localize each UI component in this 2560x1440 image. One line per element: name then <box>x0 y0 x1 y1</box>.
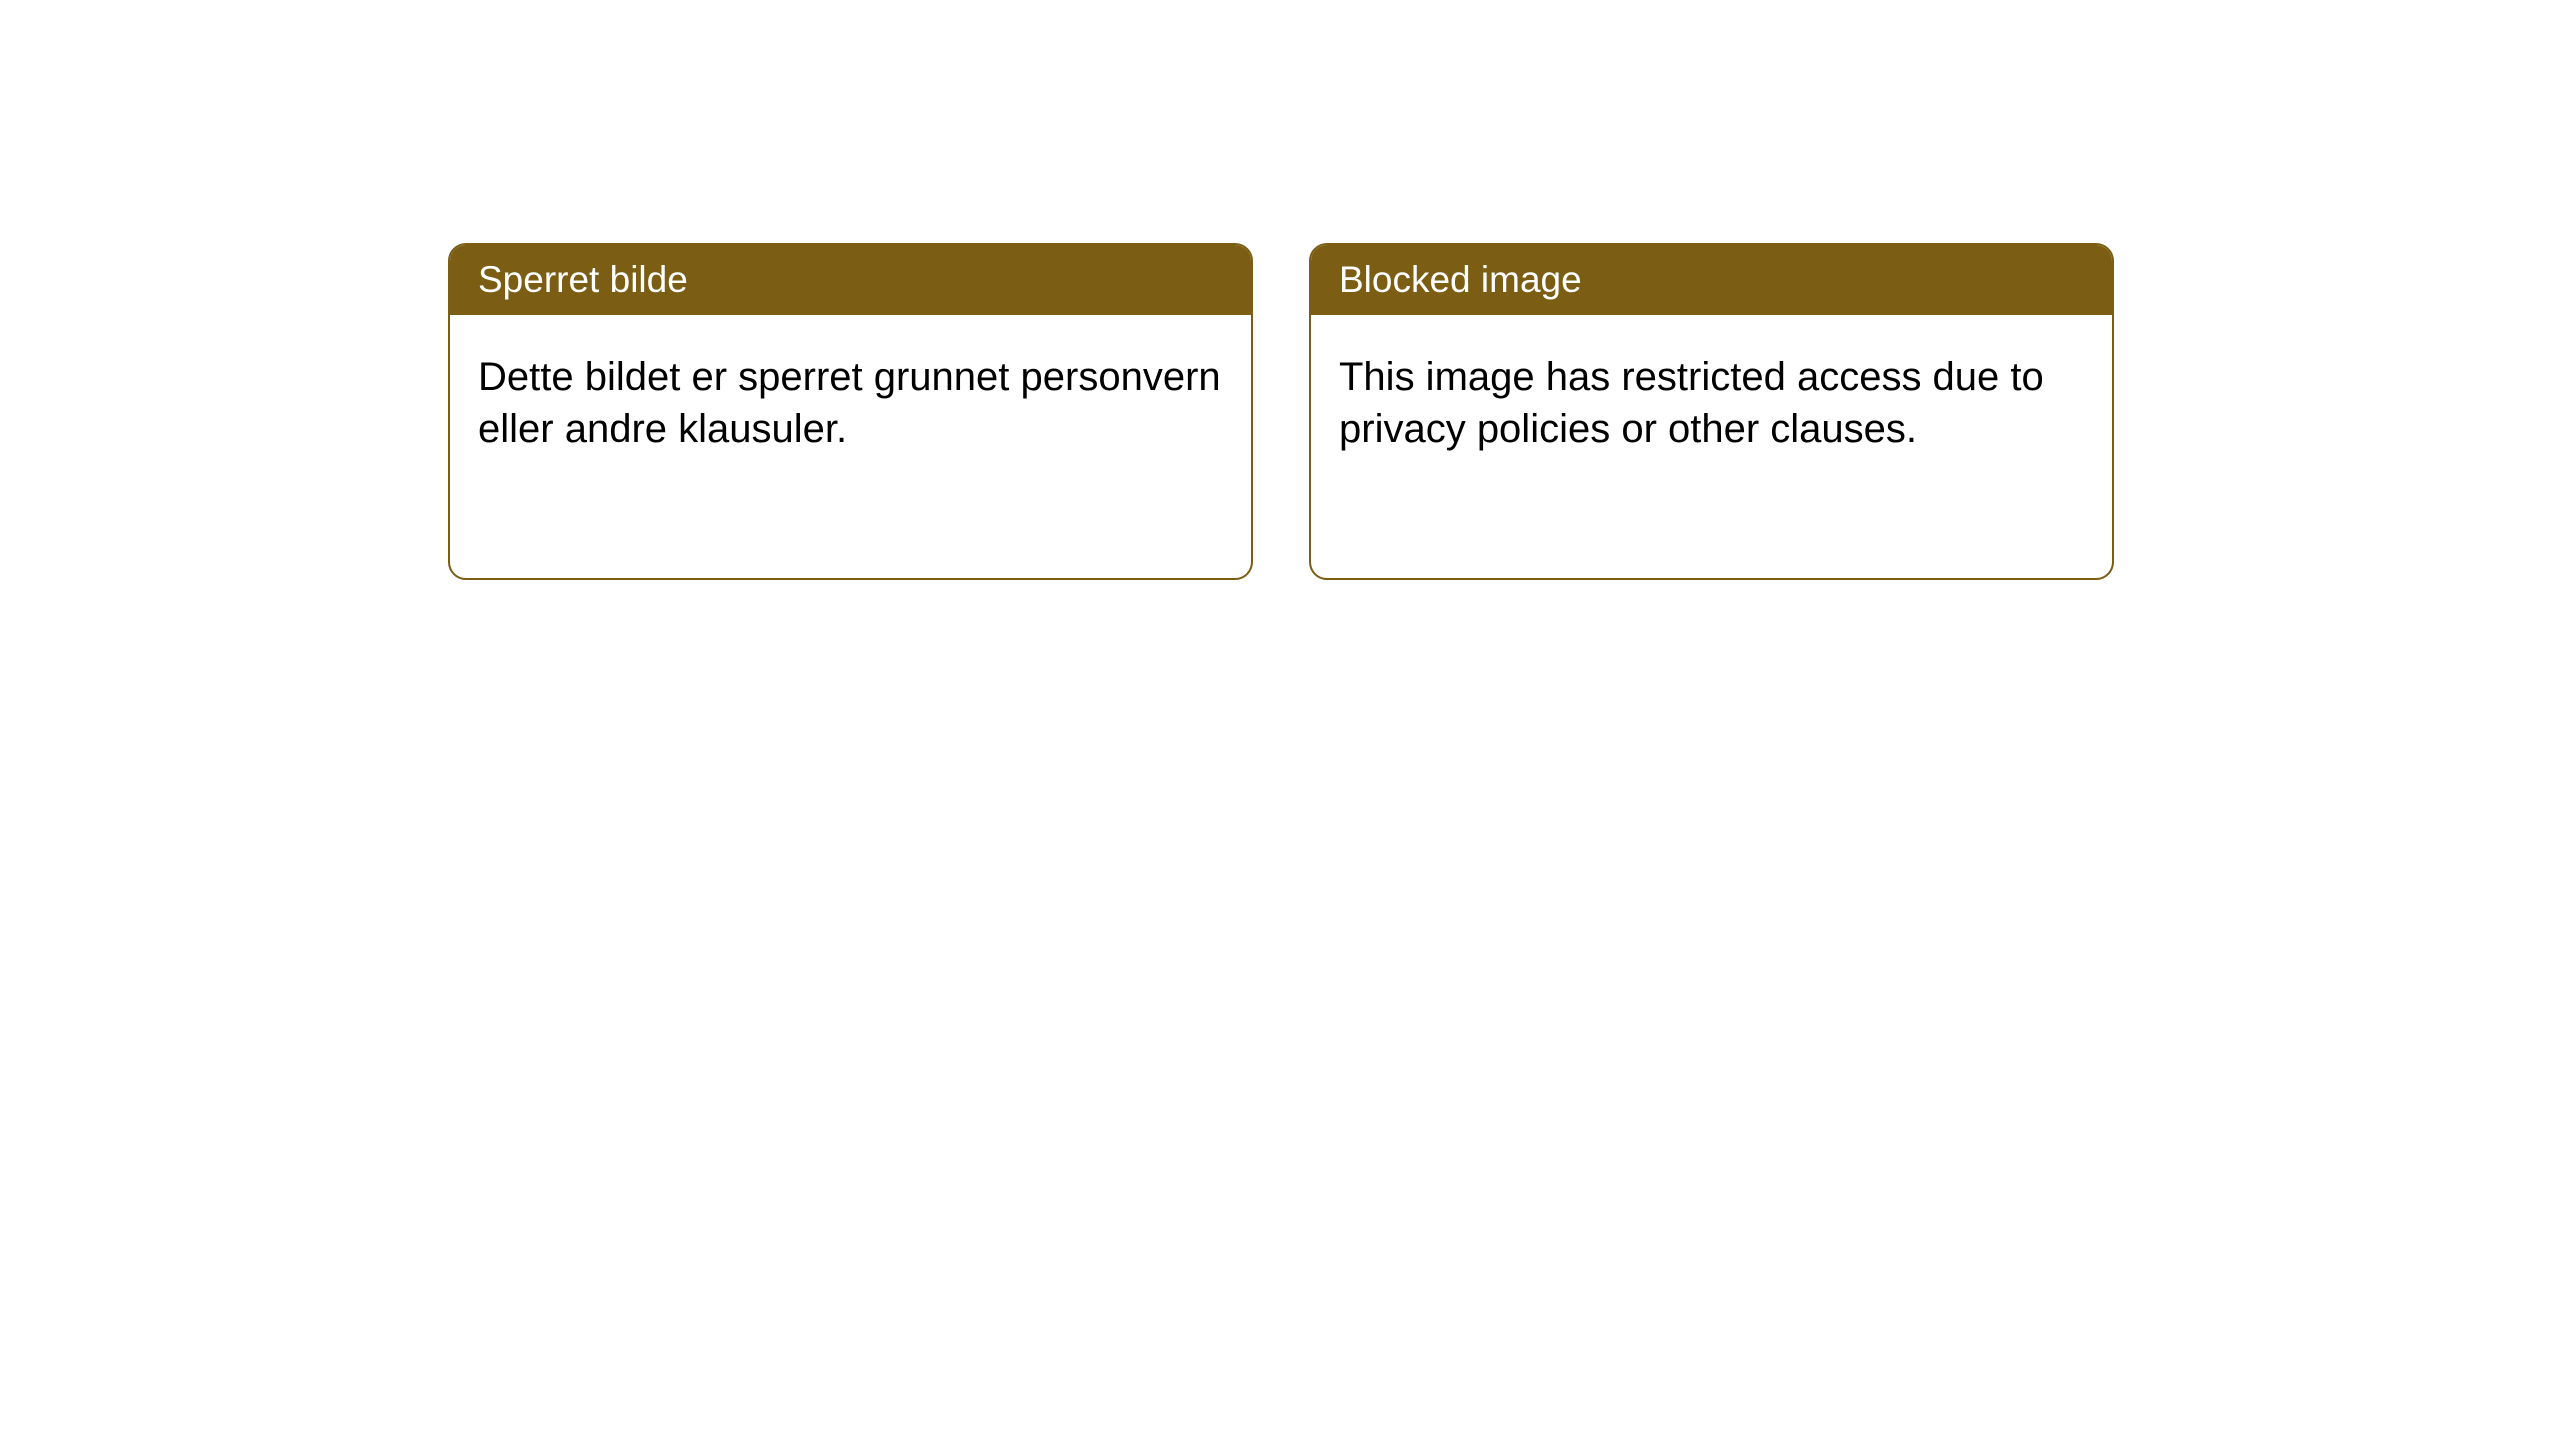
card-message-norwegian: Dette bildet er sperret grunnet personve… <box>478 355 1221 451</box>
card-body-norwegian: Dette bildet er sperret grunnet personve… <box>450 315 1251 491</box>
card-header-norwegian: Sperret bilde <box>450 245 1251 315</box>
blocked-image-card-norwegian: Sperret bilde Dette bildet er sperret gr… <box>448 243 1253 580</box>
blocked-image-card-english: Blocked image This image has restricted … <box>1309 243 2114 580</box>
card-title-english: Blocked image <box>1339 259 1582 300</box>
card-message-english: This image has restricted access due to … <box>1339 355 2044 451</box>
cards-container: Sperret bilde Dette bildet er sperret gr… <box>448 243 2114 580</box>
card-title-norwegian: Sperret bilde <box>478 259 688 300</box>
card-header-english: Blocked image <box>1311 245 2112 315</box>
card-body-english: This image has restricted access due to … <box>1311 315 2112 491</box>
